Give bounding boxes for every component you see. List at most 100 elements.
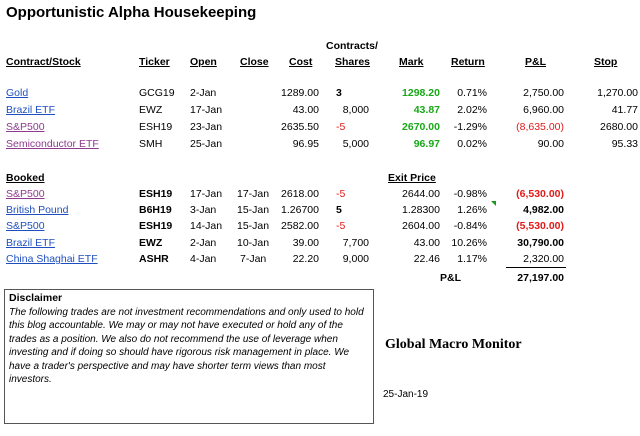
cell-comment-marker-icon (491, 201, 496, 206)
return-cell: 2.02% (457, 104, 487, 116)
header-contract: Contract/Stock (6, 56, 81, 68)
contract-link[interactable]: S&P500 (6, 121, 45, 133)
open-date-cell: 17-Jan (190, 188, 223, 200)
open-date-cell: 25-Jan (190, 138, 223, 150)
header-mark: Mark (399, 56, 424, 68)
total-label: P&L (440, 272, 461, 284)
cost-cell: 2582.00 (281, 220, 319, 232)
return-cell: 1.17% (457, 253, 487, 265)
return-cell: 1.26% (457, 204, 487, 216)
table-row: China Shaghai ETF ASHR 4-Jan 7-Jan 22.20… (0, 253, 640, 269)
exit-price-heading: Exit Price (388, 172, 436, 184)
cost-cell: 96.95 (292, 138, 319, 150)
ticker-cell: EWZ (139, 104, 163, 116)
exit-price-cell: 2644.00 (402, 188, 440, 200)
ticker-cell: ESH19 (139, 220, 173, 232)
return-cell: 0.71% (457, 87, 487, 99)
close-date-cell: 15-Jan (237, 204, 270, 216)
table-row: British Pound B6H19 3-Jan 15-Jan 1.26700… (0, 204, 640, 220)
table-row: S&P500 ESH19 17-Jan 17-Jan 2618.00 -5 26… (0, 188, 640, 204)
pl-cell: (8,635.00) (516, 121, 564, 133)
cost-cell: 1.26700 (281, 204, 319, 216)
cost-cell: 2618.00 (281, 188, 319, 200)
stop-cell: 1,270.00 (597, 87, 638, 99)
return-cell: -1.29% (453, 121, 487, 133)
pl-cell: 2,750.00 (523, 87, 564, 99)
report-date: 25-Jan-19 (383, 389, 429, 400)
table-row: Semiconductor ETF SMH 25-Jan 96.95 5,000… (0, 138, 640, 154)
booked-heading: Booked (6, 172, 45, 184)
ticker-cell: ASHR (139, 253, 169, 265)
close-date-cell: 17-Jan (237, 188, 270, 200)
cost-cell: 22.20 (292, 253, 319, 265)
qty-cell: -5 (336, 220, 346, 232)
qty-cell: 3 (336, 87, 342, 99)
disclaimer-box: Disclaimer The following trades are not … (4, 289, 374, 424)
pl-cell: (5,530.00) (516, 220, 564, 232)
cost-cell: 39.00 (292, 237, 319, 249)
header-return: Return (451, 56, 485, 68)
contract-link[interactable]: Gold (6, 87, 29, 99)
close-date-cell: 15-Jan (237, 220, 270, 232)
table-row: S&P500 ESH19 23-Jan 2635.50 -5 2670.00 -… (0, 121, 640, 137)
contract-link[interactable]: S&P500 (6, 220, 45, 232)
exit-price-cell: 43.00 (413, 237, 440, 249)
pl-cell: 90.00 (537, 138, 564, 150)
qty-cell: 9,000 (342, 253, 369, 265)
close-date-cell: 10-Jan (237, 237, 270, 249)
page-title: Opportunistic Alpha Housekeeping (6, 4, 257, 21)
open-date-cell: 17-Jan (190, 104, 223, 116)
header-cost: Cost (289, 56, 313, 68)
open-date-cell: 2-Jan (190, 87, 217, 99)
header-ticker: Ticker (139, 56, 170, 68)
contract-link[interactable]: Brazil ETF (6, 104, 56, 116)
cost-cell: 2635.50 (281, 121, 319, 133)
pl-cell: 2,320.00 (523, 253, 564, 265)
table-row: Brazil ETF EWZ 2-Jan 10-Jan 39.00 7,700 … (0, 237, 640, 253)
exit-price-cell: 22.46 (413, 253, 440, 265)
header-stop: Stop (594, 56, 618, 68)
contract-link[interactable]: S&P500 (6, 188, 45, 200)
open-date-cell: 2-Jan (190, 237, 217, 249)
header-pl: P&L (525, 56, 546, 68)
exit-price-cell: 2604.00 (402, 220, 440, 232)
ticker-cell: ESH19 (139, 121, 173, 133)
table-row: Brazil ETF EWZ 17-Jan 43.00 8,000 43.87 … (0, 104, 640, 120)
stop-cell: 95.33 (611, 138, 638, 150)
return-cell: 0.02% (457, 138, 487, 150)
open-date-cell: 14-Jan (190, 220, 223, 232)
qty-cell: 5,000 (342, 138, 369, 150)
contract-link[interactable]: Semiconductor ETF (6, 138, 99, 150)
qty-cell: -5 (336, 121, 346, 133)
brand-name: Global Macro Monitor (385, 337, 522, 352)
return-cell: 10.26% (451, 237, 487, 249)
header-shares: Shares (335, 56, 371, 68)
header-open: Open (190, 56, 217, 68)
exit-price-cell: 1.28300 (402, 204, 440, 216)
pl-cell: 4,982.00 (523, 204, 564, 216)
qty-cell: -5 (336, 188, 346, 200)
qty-cell: 5 (336, 204, 342, 216)
ticker-cell: ESH19 (139, 188, 173, 200)
disclaimer-text: The following trades are not investment … (9, 306, 364, 386)
open-date-cell: 3-Jan (190, 204, 217, 216)
qty-cell: 7,700 (342, 237, 369, 249)
cost-cell: 1289.00 (281, 87, 319, 99)
table-row: S&P500 ESH19 14-Jan 15-Jan 2582.00 -5 26… (0, 220, 640, 236)
ticker-cell: GCG19 (139, 87, 175, 99)
ticker-cell: B6H19 (139, 204, 172, 216)
stop-cell: 2680.00 (600, 121, 638, 133)
total-underline (506, 267, 566, 268)
mark-cell: 1298.20 (402, 87, 440, 99)
qty-cell: 8,000 (342, 104, 369, 116)
contract-link[interactable]: British Pound (6, 204, 69, 216)
contract-link[interactable]: Brazil ETF (6, 237, 56, 249)
header-close: Close (240, 56, 269, 68)
open-date-cell: 23-Jan (190, 121, 223, 133)
close-date-cell: 7-Jan (240, 253, 267, 265)
pl-cell: 30,790.00 (517, 237, 564, 249)
contract-link[interactable]: China Shaghai ETF (6, 253, 98, 265)
open-date-cell: 4-Jan (190, 253, 217, 265)
ticker-cell: SMH (139, 138, 163, 150)
table-row: Gold GCG19 2-Jan 1289.00 3 1298.20 0.71%… (0, 87, 640, 103)
